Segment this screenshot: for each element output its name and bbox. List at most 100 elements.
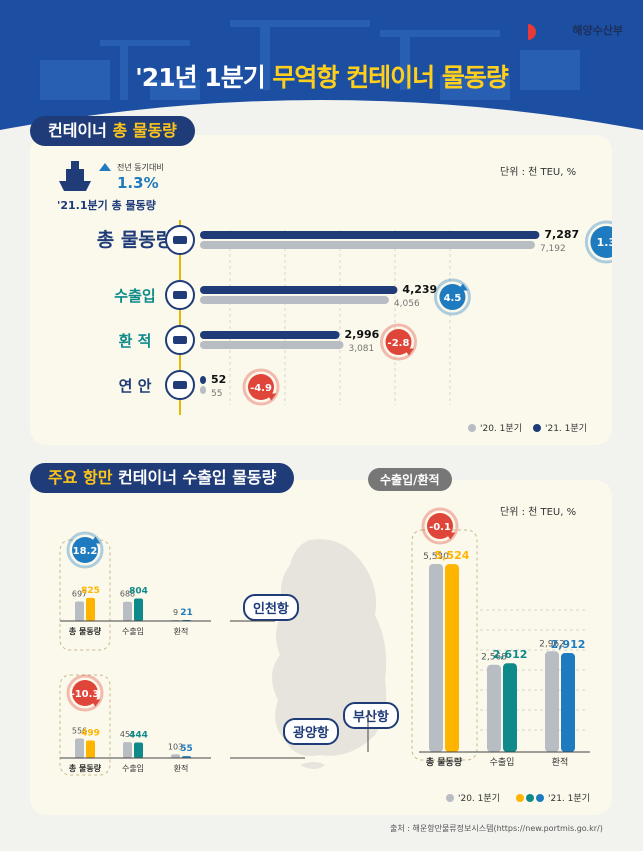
busan-value-2021: 5,524 <box>435 549 470 562</box>
bar-2021 <box>200 376 206 384</box>
total-volume-chart: 총 물동량 7,287 7,192 1.3 수출입 4,239 4,056 4.5 환 적 2,9… <box>97 220 612 434</box>
page-header <box>0 0 643 130</box>
summary-caption: 전년 동기대비 <box>117 163 164 172</box>
bar-2020 <box>200 241 535 249</box>
category-label: 총 물동량 <box>97 229 174 251</box>
incheon-value-2020: 9 <box>173 608 178 617</box>
incheon-value-2021: 804 <box>129 586 148 596</box>
container-icon <box>173 336 187 344</box>
gwangyang-value-2020: 103 <box>168 742 183 751</box>
gwangyang-value-2020: 453 <box>120 730 135 739</box>
title-prefix: '21년 1분기 <box>135 63 273 92</box>
incheon-category-label: 수출입 <box>122 626 144 636</box>
legend-swatch-2021-yellow <box>516 794 524 802</box>
up-arrow-icon <box>99 163 111 171</box>
gwangyang-bar-2020 <box>75 738 84 758</box>
category-label: 연 안 <box>119 377 152 395</box>
incheon-change-badge-value: 18.2 <box>73 546 98 557</box>
change-badge-ring <box>242 368 280 406</box>
port-label-busan: 부산항 <box>343 702 399 729</box>
legend-swatch-2021-blue <box>536 794 544 802</box>
legend-label-2021: '21. 1분기 <box>548 793 590 804</box>
bar-2021 <box>200 331 340 339</box>
bar-2020 <box>200 386 206 394</box>
value-label-2021: 4,239 <box>402 283 437 296</box>
summary-box: 전년 동기대비 1.3% '21.1분기 총 물동량 <box>55 155 165 212</box>
busan-change-badge-ring <box>421 507 459 545</box>
gwangyang-value-2021: 499 <box>81 729 100 739</box>
port-label-incheon: 인천항 <box>243 594 299 621</box>
busan-value-2021: 2,912 <box>551 638 586 651</box>
busan-change-badge-arrow-icon <box>445 532 456 540</box>
gwangyang-name: 광양항 <box>293 726 329 741</box>
change-badge-arrow-icon <box>266 393 277 401</box>
busan-category-label: 총 물동량 <box>426 756 463 768</box>
section2-title-a: 주요 <box>48 468 84 487</box>
busan-name: 부산항 <box>353 710 389 725</box>
busan-bar-2020 <box>487 664 501 752</box>
category-label: 수출입 <box>114 287 155 305</box>
value-label-2020: 3,081 <box>348 344 374 354</box>
incheon-category-label: 환적 <box>174 626 189 636</box>
busan-highlight-box <box>411 529 478 761</box>
busan-category-label: 수출입 <box>490 756 515 768</box>
busan-value-2020: 2,962 <box>539 639 565 649</box>
ministry-name: 해양수산부 <box>572 24 623 37</box>
page-title: '21년 1분기 무역항 컨테이너 물동량 <box>0 58 643 94</box>
change-badge-value: -4.9 <box>250 383 272 394</box>
bar-2021 <box>200 231 540 239</box>
incheon-category-label: 총 물동량 <box>69 626 102 636</box>
ship-icon <box>59 161 91 191</box>
korea-map-illustration <box>271 539 387 769</box>
busan-bar-2021 <box>503 663 517 752</box>
busan-value-2020: 5,530 <box>423 552 449 562</box>
change-badge-circle <box>590 226 612 258</box>
busan-category-label: 환적 <box>552 756 569 768</box>
section2-title-b: 항만 <box>83 468 119 487</box>
legend-swatch-2020 <box>468 424 476 432</box>
section1-title-b: 총 물동량 <box>112 121 177 140</box>
container-icon <box>173 381 187 389</box>
incheon-bar-2020 <box>123 601 132 621</box>
legend-label-2020: '20. 1분기 <box>458 793 500 804</box>
busan-bar-2020 <box>545 651 559 752</box>
bar-2020 <box>200 341 344 349</box>
summary-value: 1.3% <box>117 174 159 192</box>
incheon-name: 인천항 <box>253 602 289 617</box>
gwangyang-bar-2021 <box>86 740 95 758</box>
busan-value-2020: 2,568 <box>481 653 507 663</box>
summary-label: '21.1분기 총 물동량 <box>57 199 156 212</box>
change-badge-ring <box>379 323 417 361</box>
legend-label-2020: '20. 1분기 <box>480 423 522 434</box>
legend-swatch-2021-teal <box>526 794 534 802</box>
incheon-value-2021: 21 <box>180 608 193 618</box>
value-label-2021: 2,996 <box>345 328 380 341</box>
section1-title: 컨테이너 총 물동량 <box>30 116 195 146</box>
gwangyang-category-label: 수출입 <box>122 763 144 773</box>
section2-unit: 단위 : 천 TEU, % <box>500 507 577 518</box>
gwangyang-value-2020: 556 <box>72 727 87 736</box>
incheon-bar-2021 <box>86 597 95 621</box>
bar-2021 <box>200 286 398 294</box>
gwangyang-category-label: 환적 <box>174 763 189 773</box>
gwangyang-value-2021: 55 <box>180 744 193 754</box>
source-note: 출처 : 해운항만물류정보시스템(https://new.portmis.go.… <box>390 824 603 833</box>
container-icon <box>173 291 187 299</box>
change-badge-ring <box>433 278 471 316</box>
incheon-change-badge-ring <box>66 531 104 569</box>
legend-label-2021: '21. 1분기 <box>545 423 587 434</box>
value-label-2020: 55 <box>211 389 222 399</box>
value-label-2020: 7,192 <box>540 244 566 254</box>
incheon-bar-2020 <box>75 601 84 621</box>
gwangyang-highlight-box <box>59 674 111 776</box>
busan-bar-2021 <box>445 564 459 752</box>
category-label: 환 적 <box>119 332 152 350</box>
gwangyang-bar-2021 <box>134 742 143 758</box>
gwangyang-bar-2020 <box>123 742 132 758</box>
incheon-value-2020: 688 <box>120 590 135 599</box>
value-label-2021: 52 <box>211 373 226 386</box>
bar-2020 <box>200 296 389 304</box>
section2-tag: 수출입/환적 <box>368 468 452 491</box>
section2-title-c: 컨테이너 수출입 물동량 <box>118 468 277 487</box>
